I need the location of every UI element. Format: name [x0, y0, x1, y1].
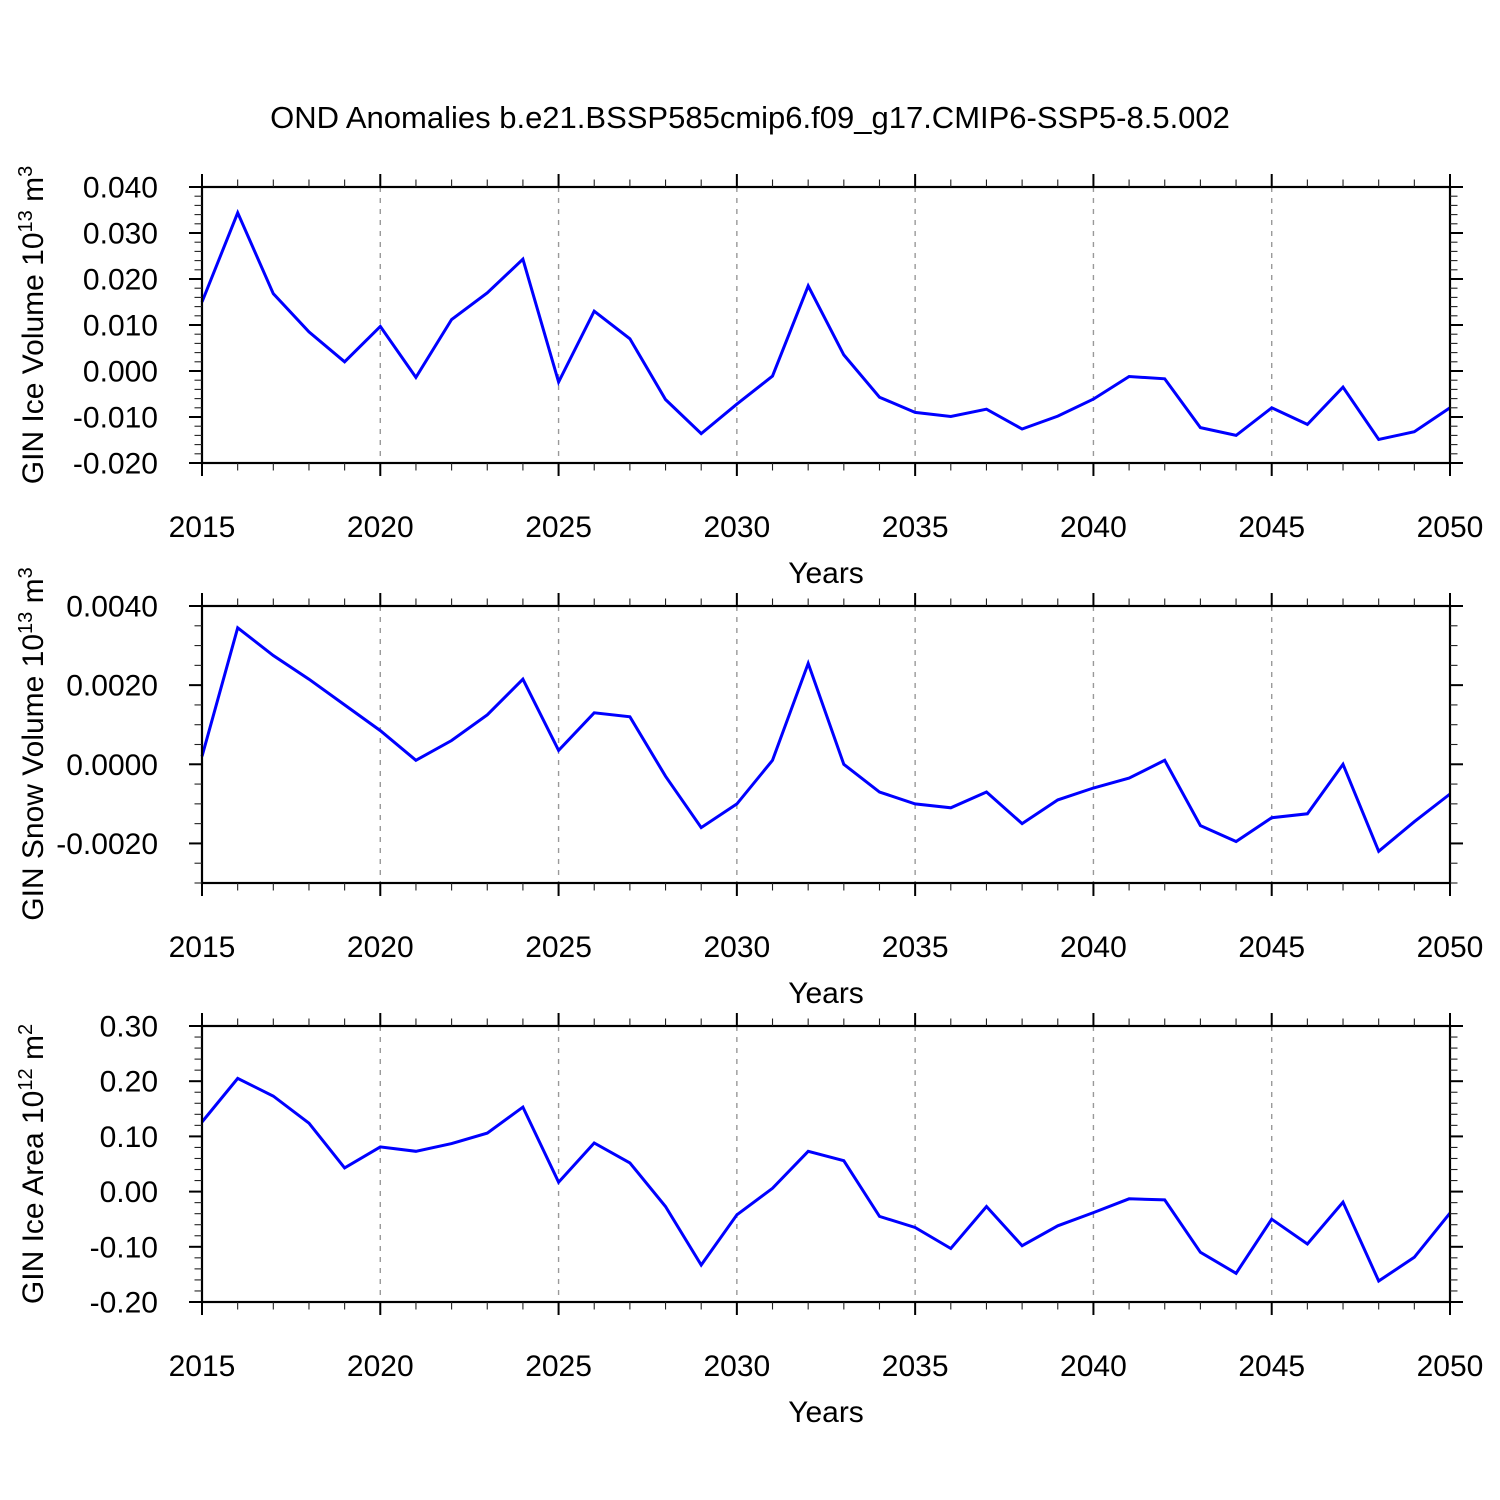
x-tick-label: 2025 — [525, 931, 592, 964]
plot-frame — [200, 1024, 1452, 1304]
y-tick-label: -0.20 — [90, 1287, 158, 1320]
plot-frame — [200, 185, 1452, 465]
x-tick-label: 2015 — [169, 511, 236, 544]
x-tick-label: 2020 — [347, 511, 414, 544]
y-tick-label: -0.0020 — [56, 828, 158, 861]
x-axis-label: Years — [788, 1396, 864, 1429]
y-tick-label: 0.00 — [100, 1176, 158, 1209]
x-tick-label: 2045 — [1238, 931, 1305, 964]
y-tick-label: 0.040 — [83, 172, 158, 205]
y-tick-label: -0.020 — [73, 448, 158, 481]
x-tick-label: 2025 — [525, 1350, 592, 1383]
x-axis-label: Years — [788, 557, 864, 590]
y-tick-label: 0.0040 — [66, 591, 158, 624]
page-title: OND Anomalies b.e21.BSSP585cmip6.f09_g17… — [270, 100, 1230, 135]
gin-snow-volume-line — [200, 625, 1451, 854]
gin-ice-area-line — [200, 1076, 1452, 1284]
gin-ice-volume-line — [200, 208, 1451, 442]
y-tick-label: 0.010 — [83, 310, 158, 343]
x-tick-label: 2035 — [882, 931, 949, 964]
x-tick-label: 2045 — [1238, 1350, 1305, 1383]
y-tick-label: 0.020 — [83, 264, 158, 297]
x-axis-label: Years — [788, 977, 864, 1010]
x-tick-label: 2040 — [1060, 511, 1127, 544]
x-tick-label: 2015 — [169, 1350, 236, 1383]
x-tick-label: 2025 — [525, 511, 592, 544]
x-tick-label: 2020 — [347, 1350, 414, 1383]
y-tick-label: 0.10 — [100, 1121, 158, 1154]
plot-frame — [200, 604, 1452, 885]
x-tick-label: 2050 — [1417, 931, 1484, 964]
chart-gin-snow-volume: 0.0040 0.0020 0.0000 -0.0020 2015 2020 2025 203… — [56, 591, 1483, 1011]
chart-gin-ice-volume: 0.040 0.030 0.020 0.010 0.000 -0.010 -0.020 201… — [73, 172, 1483, 591]
x-tick-label: 2030 — [703, 1350, 770, 1383]
chart-gin-ice-area: 0.30 0.20 0.10 0.00 -0.10 -0.20 2015 2020 2025 20… — [90, 1011, 1484, 1430]
y-tick-label: 0.0020 — [66, 670, 158, 703]
x-tick-label: 2035 — [882, 511, 949, 544]
y-tick-label: 0.000 — [83, 356, 158, 389]
x-tick-label: 2030 — [703, 931, 770, 964]
y-tick-label: 0.30 — [100, 1011, 158, 1044]
x-tick-label: 2050 — [1417, 511, 1484, 544]
x-tick-label: 2015 — [169, 931, 236, 964]
x-tick-label: 2040 — [1060, 1350, 1127, 1383]
y-tick-label: 0.0000 — [66, 749, 158, 782]
y-tick-label: -0.10 — [90, 1231, 158, 1264]
x-tick-label: 2030 — [703, 511, 770, 544]
x-tick-label: 2035 — [882, 1350, 949, 1383]
x-tick-label: 2045 — [1238, 511, 1305, 544]
y-tick-label: 0.030 — [83, 218, 158, 251]
y-tick-label: -0.010 — [73, 402, 158, 435]
x-tick-label: 2050 — [1417, 1350, 1484, 1383]
x-tick-label: 2040 — [1060, 931, 1127, 964]
y-tick-label: 0.20 — [100, 1066, 158, 1099]
x-tick-label: 2020 — [347, 931, 414, 964]
